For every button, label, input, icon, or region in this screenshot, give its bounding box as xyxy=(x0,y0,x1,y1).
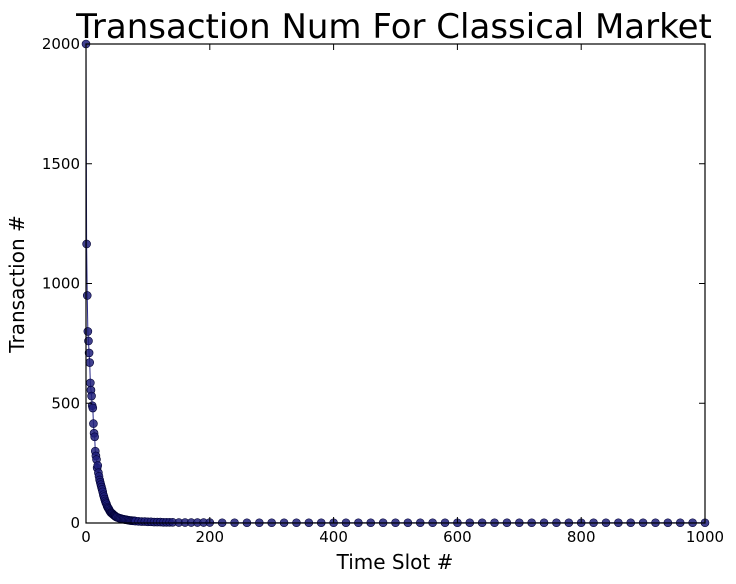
axis-ticks: 0 200 400 600 800 1000 0 500 1000 1500 2000 xyxy=(42,35,724,546)
data-point xyxy=(87,391,96,401)
y-tick-label: 0 xyxy=(70,514,80,532)
plot-area xyxy=(86,44,705,523)
data-point xyxy=(83,327,93,336)
x-tick-label: 600 xyxy=(443,528,472,546)
data-point xyxy=(90,432,99,442)
data-point xyxy=(84,348,94,358)
data-point xyxy=(86,378,95,388)
chart-title: Transaction Num For Classical Market xyxy=(75,7,712,47)
x-axis-label: Time Slot # xyxy=(336,550,454,574)
x-tick-label: 1000 xyxy=(686,528,724,546)
x-tick-label: 400 xyxy=(319,528,348,546)
y-tick-label: 500 xyxy=(51,394,80,412)
y-axis-label: Transaction # xyxy=(5,215,29,354)
x-tick-label: 200 xyxy=(195,528,224,546)
data-point xyxy=(82,239,91,249)
y-tick-label: 1500 xyxy=(42,155,80,173)
y-tick-label: 1000 xyxy=(42,275,80,293)
x-tick-label: 0 xyxy=(81,528,91,546)
data-point xyxy=(93,461,103,470)
data-point xyxy=(85,358,95,367)
plot-frame xyxy=(85,43,706,524)
x-tick-label: 800 xyxy=(567,528,596,546)
data-point xyxy=(82,291,92,300)
data-point xyxy=(89,419,98,428)
y-tick-label: 2000 xyxy=(42,35,80,53)
data-point xyxy=(88,403,98,413)
